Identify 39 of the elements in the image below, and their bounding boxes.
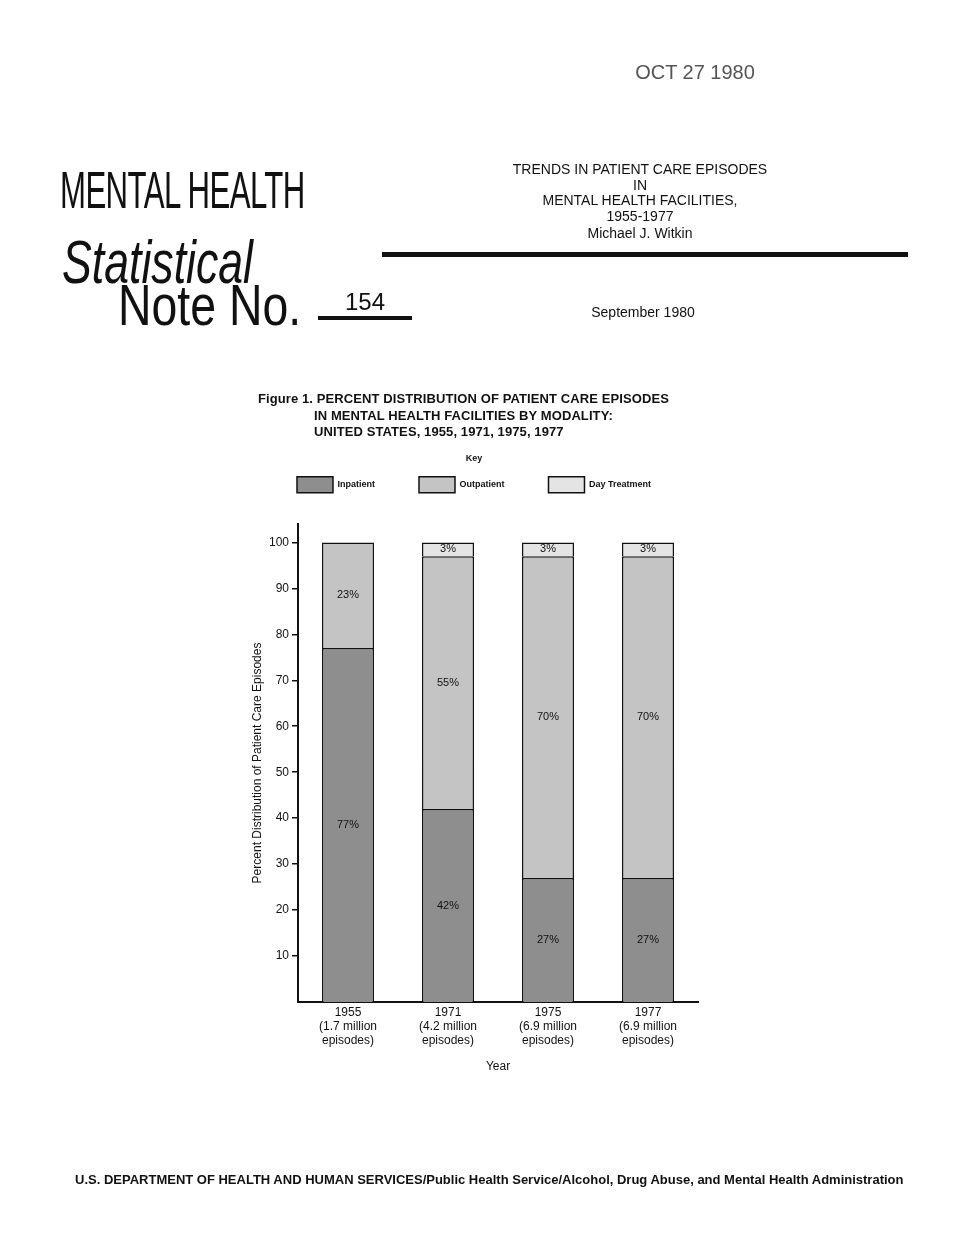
data-label: 27% <box>636 932 660 945</box>
y-tick-label: 20 <box>275 902 290 917</box>
y-tick-label: 60 <box>275 718 290 733</box>
y-tick-label: 70 <box>275 672 290 687</box>
data-label: 3% <box>440 542 457 555</box>
legend-label: Inpatient <box>337 479 375 490</box>
data-label: 23% <box>336 588 360 601</box>
y-tick-label: 50 <box>275 764 290 779</box>
data-label: 3% <box>540 542 557 555</box>
text: September 1980 <box>590 304 696 320</box>
x-tick-label: 1955 (1.7 million episodes) <box>318 1004 378 1048</box>
data-label: 70% <box>536 710 560 723</box>
text: Michael J. Witkin <box>586 225 694 241</box>
y-tick-label: 100 <box>268 534 290 549</box>
chart-title: Figure 1. PERCENT DISTRIBUTION OF PATIENT CARE EPISODES IN MENTAL HEALTH FACILITIES BY MODALITY: UNITED STATES, 1955, 1971, 1975, 1977 <box>258 391 670 441</box>
legend-title: Key <box>465 452 483 463</box>
data-label: 77% <box>336 818 360 831</box>
text: TRENDS IN PATIENT CARE EPISODES IN MENTAL HEALTH FACILITIES, 1955-1977 <box>511 161 769 225</box>
data-label: 55% <box>436 675 460 688</box>
data-label: 27% <box>536 932 560 945</box>
data-label: 3% <box>640 542 657 555</box>
legend-label: Day Treatment <box>588 479 652 490</box>
y-tick-label: 90 <box>275 580 290 595</box>
data-label: 70% <box>636 710 660 723</box>
x-tick-label: 1977 (6.9 million episodes) <box>618 1004 678 1048</box>
y-tick-label: 30 <box>275 856 290 871</box>
text: 154 <box>318 288 412 320</box>
x-axis-title: Year <box>485 1059 511 1074</box>
y-tick-label: 80 <box>275 626 290 641</box>
y-tick-label: 10 <box>275 948 290 963</box>
text: OCT 27 1980 <box>634 61 756 84</box>
x-tick-label: 1971 (4.2 million episodes) <box>418 1004 478 1048</box>
y-axis-title: Percent Distribution of Patient Care Episodes <box>249 642 264 884</box>
data-label: 42% <box>436 898 460 911</box>
x-tick-label: 1975 (6.9 million episodes) <box>518 1004 578 1048</box>
y-tick-label: 40 <box>275 810 290 825</box>
text: U.S. DEPARTMENT OF HEALTH AND HUMAN SERVICES/Public Health Service/Alcohol, Drug Abuse, and Mental Health Administration <box>75 1172 904 1187</box>
legend-label: Outpatient <box>459 479 505 490</box>
text: MENTAL HEALTH <box>60 160 305 220</box>
